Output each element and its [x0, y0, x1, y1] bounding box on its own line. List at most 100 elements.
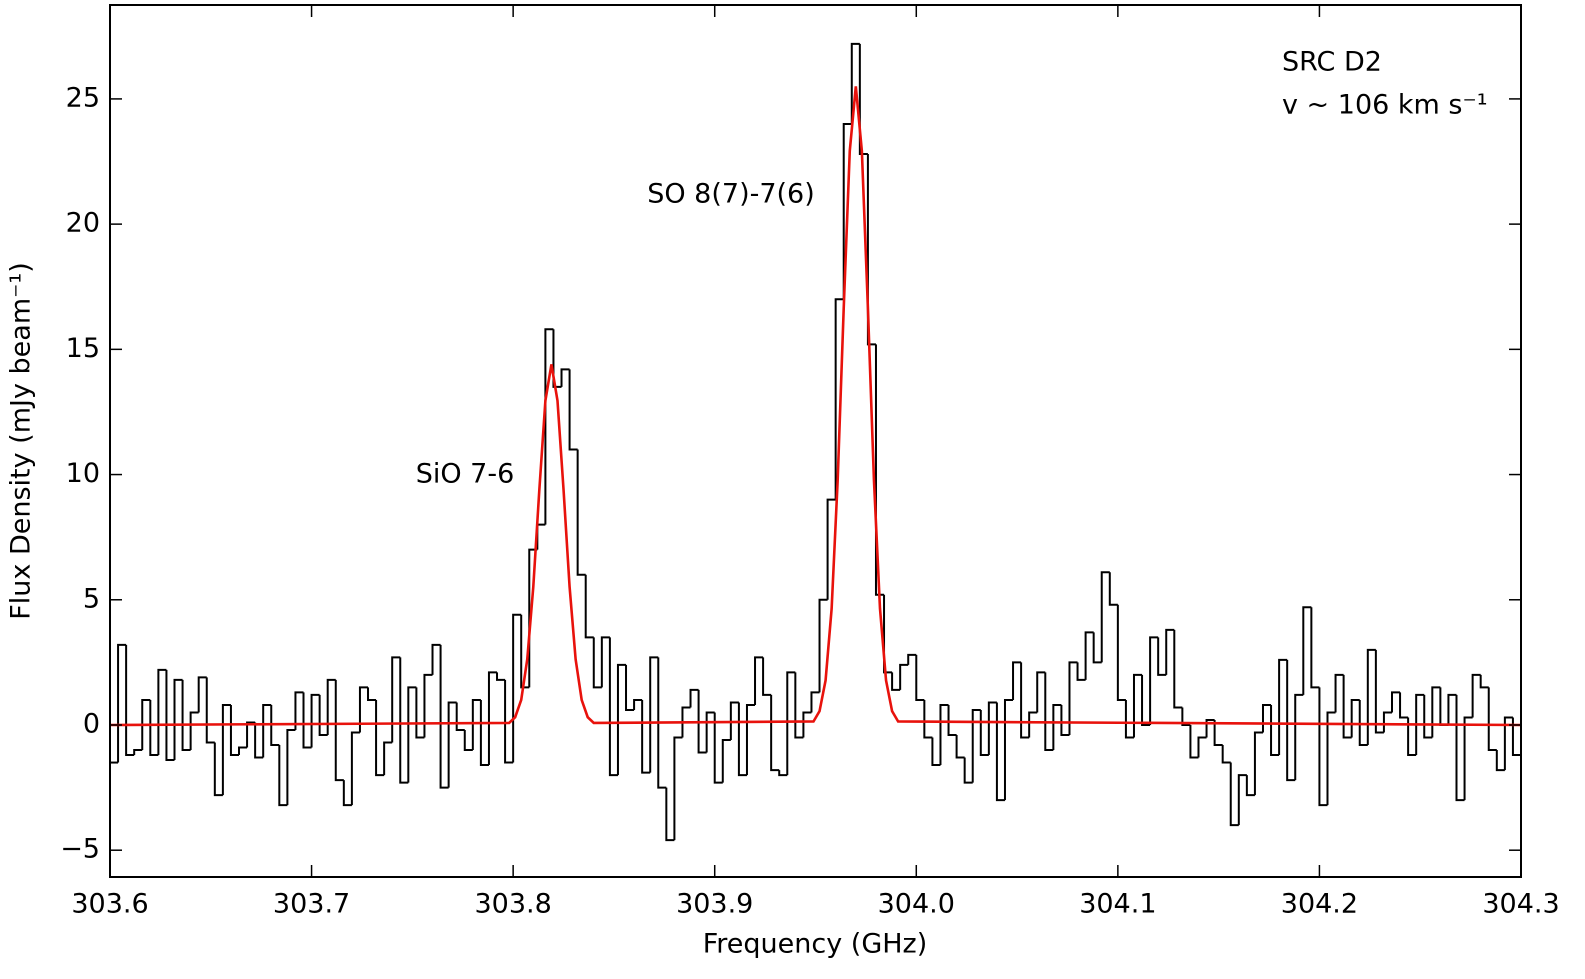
spectrum-channel [141, 698, 151, 751]
spectrum-channel [1390, 691, 1401, 713]
spectrum-channel [536, 523, 546, 550]
spectrum-channel [1132, 673, 1143, 738]
x-tick-label: 304.2 [1281, 889, 1358, 920]
plot-area [110, 42, 1521, 842]
spectrum-channel [1463, 716, 1473, 801]
spectrum-channel [455, 702, 465, 731]
spectrum-channel [649, 656, 659, 773]
spectrum-channel [826, 498, 836, 600]
spectrum-channel [1028, 711, 1038, 738]
spectrum-channel [334, 679, 344, 782]
spectrum-channel [874, 344, 885, 596]
spectrum-channel [1487, 687, 1497, 752]
spectrum-channel [1020, 662, 1030, 739]
spectrum-channel [995, 702, 1005, 802]
spectrum-channel [1221, 745, 1231, 764]
fit-line [110, 86, 1521, 727]
spectrum-channel [1165, 628, 1175, 675]
spectrum-channel [1012, 661, 1022, 700]
spectrum-channel [278, 745, 288, 807]
spectrum-channel [834, 298, 844, 500]
spectrum-channel [899, 663, 909, 690]
spectrum-channel [1495, 750, 1505, 772]
spectrum-channel [1229, 762, 1239, 827]
spectrum-channel [342, 780, 352, 807]
spectrum-channel [1205, 718, 1215, 738]
spectrum-channel [1511, 717, 1521, 757]
x-tick-label: 303.8 [474, 889, 551, 920]
spectrum-channel [423, 673, 433, 738]
spectrum-channel [1253, 731, 1263, 796]
spectrum-channel [754, 656, 764, 705]
spectrum-channel [375, 699, 385, 777]
spectrum-channel [205, 677, 215, 744]
spectrum-channel [520, 614, 530, 689]
spectrum-channel [721, 739, 731, 783]
x-axis-label: Frequency (GHz) [703, 929, 928, 960]
spectrum-channel [157, 668, 167, 756]
spectrum-channel [1116, 604, 1126, 701]
spectrum-channel [1423, 694, 1433, 739]
spectrum-channel [1415, 693, 1425, 756]
spectrum-channel [641, 699, 651, 774]
spectrum-channel [770, 694, 780, 772]
spectrum-channel [1447, 693, 1457, 725]
spectrum-channel [1044, 672, 1054, 752]
spectrum-channel [681, 706, 691, 738]
spectrum-channel [302, 692, 312, 749]
spectrum-channel [512, 613, 522, 763]
spectrum-channel [1100, 571, 1110, 663]
spectrum-channel [399, 657, 409, 784]
spectrum-channel [286, 728, 296, 806]
spectrum-channel [1326, 711, 1336, 806]
spectrum-channel [850, 42, 860, 124]
spectrum-channel [737, 702, 747, 777]
spectrum-channel [1455, 694, 1465, 802]
spectrum-channel [1060, 704, 1070, 737]
spectrum-channel [358, 686, 369, 733]
spectrum-channel [600, 636, 610, 688]
spectrum-channel [745, 703, 756, 776]
spectrum-channel [1052, 703, 1062, 751]
spectrum-channel [391, 656, 401, 743]
spectrum-channel [117, 643, 127, 763]
spectrum-channel [584, 574, 594, 639]
spectrum-channel [1149, 636, 1159, 725]
spectrum-channel [350, 731, 360, 806]
spectrum-channel [592, 637, 602, 689]
spectrum-channel [810, 691, 820, 713]
spectrum-channel [568, 369, 578, 451]
y-tick-label: 25 [66, 82, 100, 113]
spectrum-channel [1124, 699, 1134, 739]
spectrum-channel [552, 329, 562, 388]
spectrum-channel [802, 711, 812, 738]
spectrum-channel [181, 679, 191, 752]
spectrum-channel [471, 698, 481, 751]
spectrum-channel [1399, 692, 1409, 719]
spectrum-channel [1294, 693, 1304, 781]
spectrum-channel [383, 741, 393, 776]
spectrum-channel [1503, 716, 1513, 771]
x-tick-label: 304.1 [1079, 889, 1156, 920]
annotation: v ~ 106 km s⁻¹ [1282, 90, 1488, 121]
annotation: SRC D2 [1282, 47, 1382, 78]
spectrum-channel [1084, 631, 1094, 680]
spectrum-channel [463, 729, 473, 752]
spectrum-channel [407, 686, 417, 783]
spectrum-channel [608, 637, 618, 777]
spectrum-channel [1302, 606, 1312, 695]
spectrum-channel [294, 691, 304, 730]
spectrum-channel [165, 669, 175, 762]
spectrum-channel [1237, 774, 1247, 826]
spectrum-channel [633, 698, 643, 710]
x-tick-label: 303.9 [676, 889, 753, 920]
spectrum-channel [1431, 686, 1441, 738]
spectrum-channel [883, 594, 893, 674]
x-tick-label: 304.0 [878, 889, 955, 920]
spectrum-channel [479, 699, 489, 767]
spectrum-channel [1245, 775, 1255, 797]
y-tick-label: 5 [83, 583, 100, 614]
spectrum-channel [1189, 724, 1199, 759]
spectrum-channel [762, 657, 772, 696]
spectrum-channel [544, 328, 554, 525]
